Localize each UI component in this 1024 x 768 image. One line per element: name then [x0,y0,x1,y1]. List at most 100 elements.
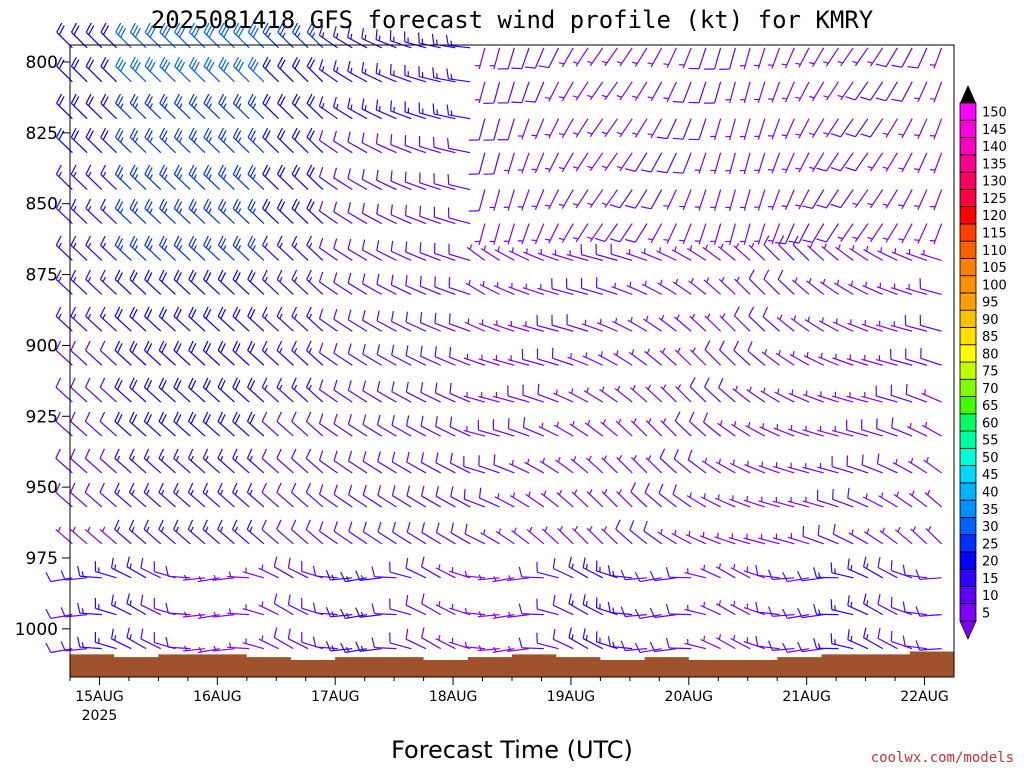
x-axis: 15AUG 16AUG 17AUG 18AUG 19AUG 20AUG 21AUG 22AUG [69,677,949,705]
wind-barb [318,342,338,366]
x-tick-label: 16AUG [193,689,242,705]
wind-barb [511,81,530,104]
wind-barb [531,152,545,174]
colorbar-swatch [959,482,977,501]
wind-barb [703,377,722,403]
wind-barb [421,627,441,650]
wind-barb [748,242,766,261]
wind-barb [715,634,736,650]
wind-barb [261,448,280,474]
wind-barb [754,152,766,174]
wind-barb [232,448,250,474]
wind-barb [276,519,294,545]
wind-barb [862,281,883,295]
wind-barb [813,604,839,616]
wind-barb [551,314,574,332]
colorbar-tick-label: 110 [982,244,1007,259]
wind-barb [627,316,648,332]
wind-barb [703,277,722,295]
wind-barb [920,249,942,261]
wind-barb [84,526,103,545]
wind-barb [609,189,633,209]
wind-barb [143,482,162,508]
wind-barb [601,189,618,208]
wind-barb [188,269,206,295]
wind-barb [572,525,589,545]
wind-barb [389,632,412,650]
wind-barb [558,118,574,139]
wind-barb [232,482,250,508]
wind-barb [782,571,810,583]
wind-barb [306,56,324,83]
wind-barb [287,628,309,650]
wind-barb [743,566,766,579]
wind-barb [631,47,648,67]
wind-barb [507,575,530,582]
wind-barb [730,634,751,650]
wind-barb [448,277,471,295]
wind-barb [891,283,913,295]
wind-barb [572,189,589,209]
wind-barb [306,269,324,295]
wind-barb [875,47,898,68]
wind-barb [433,242,456,261]
wind-barb [276,377,294,403]
wind-barb [754,81,766,104]
wind-barb [777,269,795,295]
x-tick-label: 19AUG [547,689,596,705]
wind-barb [333,201,353,225]
wind-barb [768,569,795,581]
wind-barb [710,118,722,140]
y-tick-label: 900 [26,336,58,356]
wind-barb [715,563,736,579]
wind-barb [217,198,235,224]
wind-barb [521,348,544,366]
wind-barb [419,275,441,295]
wind-barb [418,66,441,83]
wind-barb [628,349,648,366]
wind-barb [787,496,810,508]
wind-barb [523,248,545,261]
wind-barb [507,645,530,652]
colorbar-tick-label: 120 [982,209,1007,224]
wind-barb [203,93,221,120]
wind-barb [552,594,574,616]
wind-barb [462,570,485,579]
wind-barb [760,387,780,403]
wind-barb [649,570,677,582]
wind-barb [301,560,323,579]
wind-barb [795,152,810,173]
wind-barb [173,235,191,261]
wind-barb [831,426,854,437]
wind-barb [686,492,707,508]
wind-barb [404,205,427,225]
wind-barb [276,269,294,295]
wind-barb [261,482,280,508]
wind-barb [876,453,898,474]
colorbar-swatch [959,413,977,432]
colorbar-swatch [959,257,977,277]
wind-barb [478,354,500,366]
wind-barb [558,81,574,102]
wind-barb [197,576,220,583]
wind-barb [767,81,781,103]
wind-barb [551,347,574,366]
wind-barb [434,276,456,295]
wind-barb [802,496,824,508]
wind-barb [242,567,265,579]
wind-barb [718,377,736,403]
wind-barb [890,630,913,650]
wind-barb [203,269,221,295]
wind-barb [318,308,338,332]
wind-barb [70,198,88,224]
wind-barb [435,485,456,508]
wind-barb [463,391,486,403]
wind-barb [447,207,471,225]
y-axis: 800 825 850 875 900 925 950 975 1000 [15,53,70,640]
wind-barb [640,189,663,210]
colorbar-swatch [959,188,977,207]
colorbar-swatch [959,378,977,397]
wind-barb [877,247,898,261]
wind-barb [433,173,456,191]
wind-barb [620,569,648,581]
